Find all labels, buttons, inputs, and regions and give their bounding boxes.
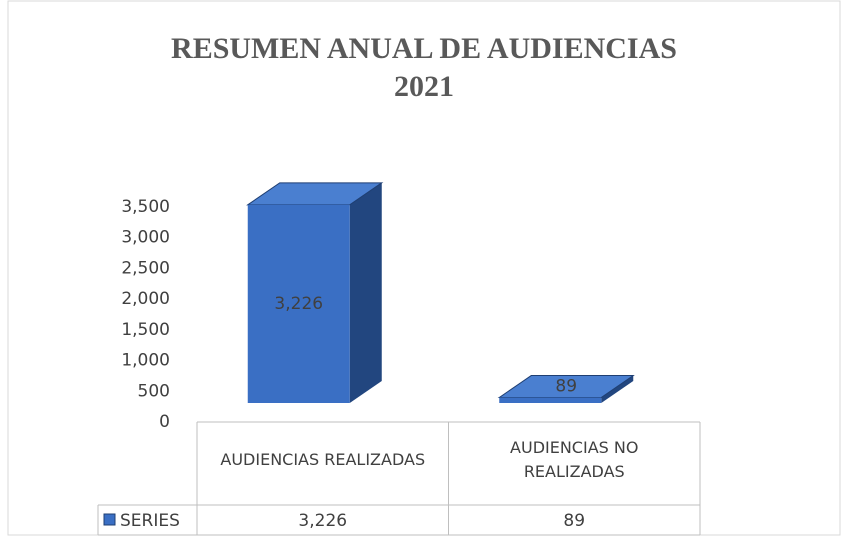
bar bbox=[247, 204, 350, 403]
y-tick-label: 3,500 bbox=[121, 197, 170, 217]
y-tick-label: 3,000 bbox=[121, 228, 170, 248]
table-value: 3,226 bbox=[298, 511, 347, 531]
category-label: AUDIENCIAS NO REALIZADAS bbox=[510, 438, 639, 481]
legend-label: SERIES bbox=[120, 511, 180, 531]
data-label: 89 bbox=[555, 377, 577, 397]
bar-side bbox=[601, 375, 634, 403]
data-label: 3,226 bbox=[274, 294, 323, 314]
y-tick-label: 2,000 bbox=[121, 289, 170, 309]
bar bbox=[499, 397, 602, 403]
y-tick-label: 1,500 bbox=[121, 320, 170, 340]
legend-swatch bbox=[103, 513, 116, 526]
y-tick-label: 2,500 bbox=[121, 258, 170, 278]
chart-title: RESUMEN ANUAL DE AUDIENCIAS 2021 bbox=[171, 32, 677, 103]
y-tick-label: 500 bbox=[138, 381, 170, 401]
y-tick-label: 0 bbox=[159, 412, 170, 432]
y-tick-label: 1,000 bbox=[121, 351, 170, 371]
table-value: 89 bbox=[563, 511, 585, 531]
bar-side bbox=[349, 182, 382, 403]
category-label: AUDIENCIAS REALIZADAS bbox=[220, 450, 426, 469]
